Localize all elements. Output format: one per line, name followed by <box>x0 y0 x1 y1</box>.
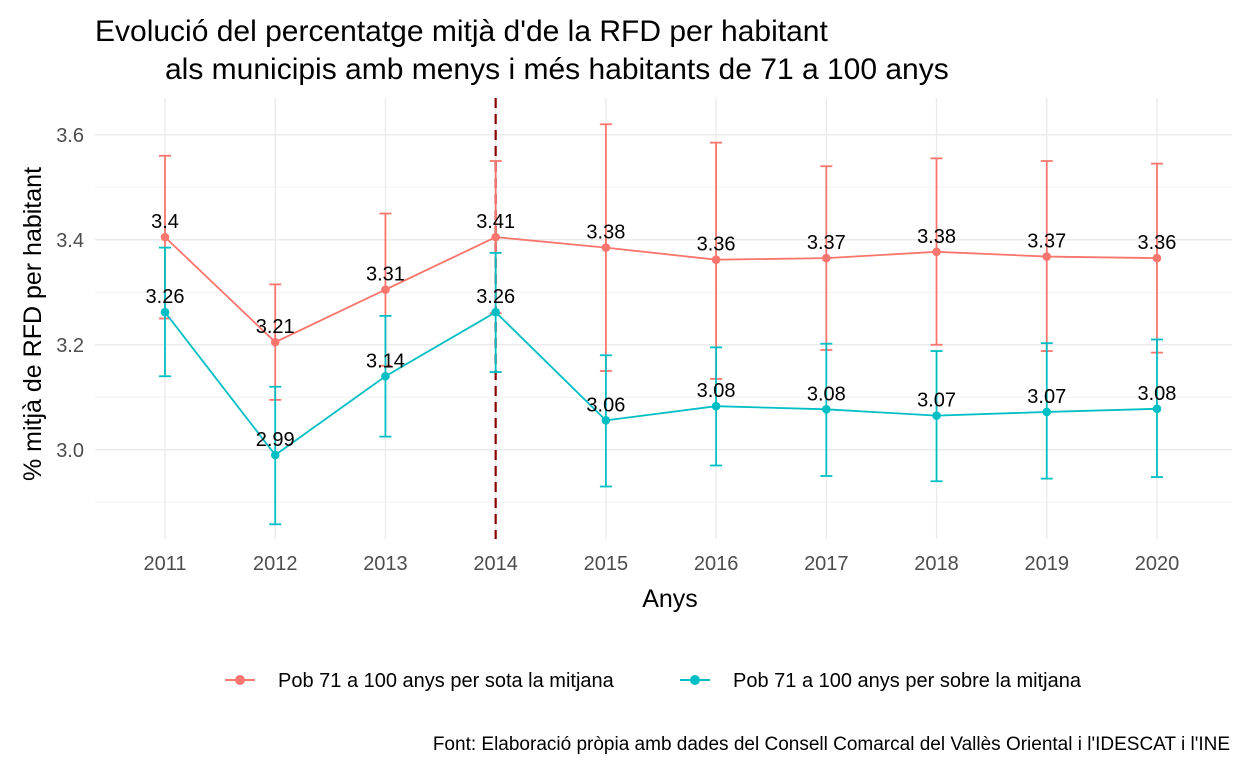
data-point <box>822 253 831 263</box>
data-label: 3.08 <box>1138 383 1177 405</box>
series-layer <box>159 123 1163 526</box>
legend-marker-icon <box>690 675 700 685</box>
data-point <box>601 243 611 252</box>
y-axis-labels: 3.0 3.2 3.4 3.6 <box>56 125 84 462</box>
data-label: 3.36 <box>1138 232 1177 254</box>
x-tick-label: 2016 <box>694 553 739 575</box>
legend-marker-icon <box>235 675 245 685</box>
legend: Pob 71 a 100 anys per sota la mitjana Po… <box>225 670 1082 692</box>
y-tick-label: 3.4 <box>56 230 84 252</box>
x-tick-label: 2017 <box>804 553 849 575</box>
series-line <box>164 236 1158 344</box>
data-label: 3.37 <box>1027 231 1066 253</box>
legend-item: Pob 71 a 100 anys per sobre la mitjana <box>680 670 1082 692</box>
chart-title: Evolució del percentatge mitjà d'de la R… <box>95 15 949 86</box>
data-label: 3.07 <box>917 390 956 412</box>
data-label: 3.08 <box>697 380 736 402</box>
x-tick-label: 2013 <box>363 553 408 575</box>
data-point <box>932 411 941 420</box>
x-tick-label: 2014 <box>473 553 518 575</box>
chart-title-line-1: Evolució del percentatge mitjà d'de la R… <box>95 15 828 48</box>
data-point <box>601 416 611 425</box>
data-point <box>1042 407 1052 417</box>
data-point <box>160 307 170 317</box>
label-layer: 3.4 3.21 3.31 3.41 3.38 3.36 3.37 3.38 3.37 3.36 3… <box>146 211 1177 451</box>
data-label: 3.06 <box>586 394 625 416</box>
caption: Font: Elaboració pròpia amb dades del Co… <box>433 734 1230 755</box>
y-axis-title: % mitjà de RFD per habitant <box>19 167 47 481</box>
x-axis-labels: 2011 2012 2013 2014 2015 2016 2017 2018 … <box>143 553 1179 575</box>
legend-item: Pob 71 a 100 anys per sota la mitjana <box>225 670 615 692</box>
legend-label: Pob 71 a 100 anys per sobre la mitjana <box>733 670 1082 692</box>
y-tick-label: 3.2 <box>56 335 84 357</box>
data-point <box>491 232 500 242</box>
data-point <box>381 371 390 381</box>
data-label: 3.31 <box>366 264 405 286</box>
data-point <box>160 232 170 242</box>
chart-title-line-2: als municipis amb menys i més habitants … <box>165 53 949 86</box>
data-point <box>711 255 721 264</box>
data-point <box>822 405 831 414</box>
data-point <box>1152 253 1162 263</box>
data-label: 3.41 <box>476 211 515 233</box>
data-point <box>270 450 280 460</box>
x-tick-label: 2019 <box>1025 553 1070 575</box>
data-label: 3.36 <box>697 234 736 256</box>
data-point <box>381 285 390 294</box>
data-label: 3.38 <box>917 226 956 248</box>
data-label: 2.99 <box>256 429 295 451</box>
data-point <box>711 401 721 411</box>
data-point <box>932 247 941 257</box>
x-tick-label: 2011 <box>143 553 186 575</box>
x-tick-label: 2018 <box>914 553 959 575</box>
data-label: 3.26 <box>146 286 185 308</box>
data-label: 3.14 <box>366 350 405 372</box>
data-label: 3.37 <box>807 232 846 254</box>
data-label: 3.4 <box>151 211 179 233</box>
x-axis-title: Anys <box>642 585 698 613</box>
data-point <box>491 307 500 317</box>
data-point <box>270 337 280 347</box>
x-tick-label: 2020 <box>1135 553 1180 575</box>
data-point <box>1042 252 1052 261</box>
data-label: 3.26 <box>476 286 515 308</box>
y-tick-label: 3.6 <box>56 125 84 147</box>
data-label: 3.38 <box>586 222 625 244</box>
data-label: 3.08 <box>807 383 846 405</box>
series-line <box>164 311 1158 456</box>
data-label: 3.21 <box>256 316 295 338</box>
x-tick-label: 2012 <box>253 553 298 575</box>
data-point <box>1152 404 1162 414</box>
data-label: 3.07 <box>1027 386 1066 408</box>
y-tick-label: 3.0 <box>56 440 84 462</box>
x-tick-label: 2015 <box>584 553 629 575</box>
legend-label: Pob 71 a 100 anys per sota la mitjana <box>278 670 615 692</box>
